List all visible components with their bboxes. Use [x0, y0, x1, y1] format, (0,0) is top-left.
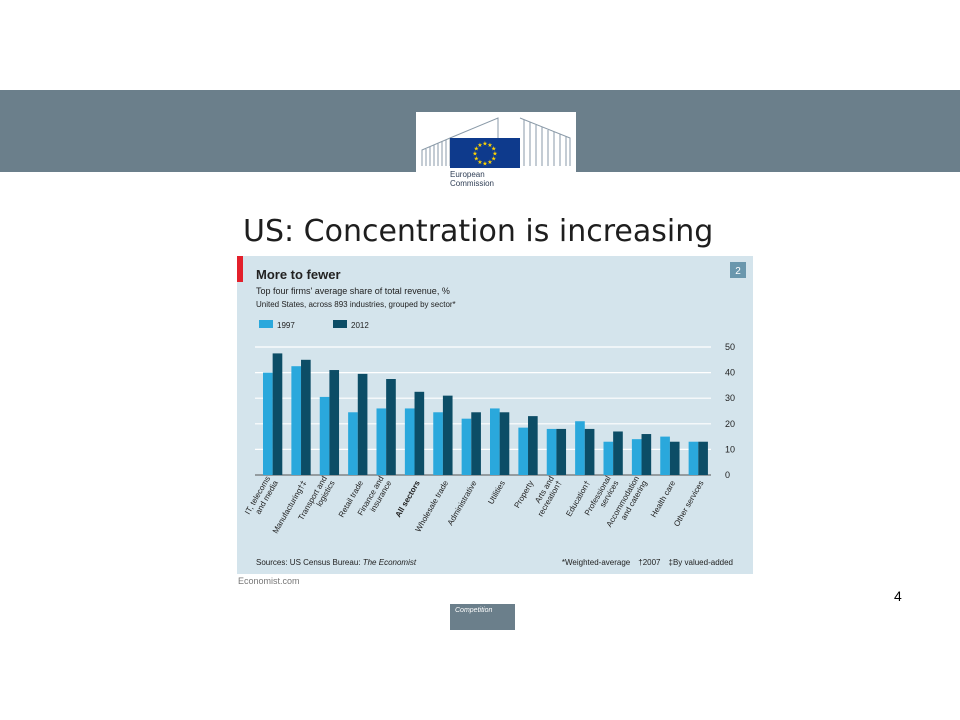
y-tick-label: 40 — [725, 368, 735, 378]
image-credit: Economist.com — [238, 576, 300, 586]
logo-line-1: European — [450, 170, 485, 179]
eu-star-icon: ★ — [491, 146, 496, 153]
legend-swatch-1997 — [259, 320, 273, 328]
bar-2012 — [698, 441, 708, 475]
page-number: 4 — [894, 588, 902, 604]
bar-1997 — [631, 439, 642, 475]
x-tick-label-line: Health care — [649, 479, 678, 519]
eu-star-icon: ★ — [492, 151, 497, 158]
bar-2012 — [442, 395, 453, 475]
bar-1997 — [348, 412, 358, 475]
x-tick-label-line: Administrative — [446, 479, 479, 527]
bar-2012 — [613, 431, 623, 475]
bar-2012 — [301, 359, 311, 475]
bar-2012 — [499, 412, 510, 475]
berlaymont-building-icon: ★★★★★★★★★ ★ ★★ — [421, 117, 571, 168]
bar-1997 — [546, 428, 557, 475]
logo-text: European Commission — [450, 170, 494, 188]
eu-star-icon: ★ — [477, 159, 482, 166]
footnote-weighted: *Weighted-average — [562, 558, 631, 567]
bar-2012 — [556, 428, 567, 475]
footnote-2007: †2007 — [638, 558, 661, 567]
chart-figure: More to fewer Top four firms' average sh… — [237, 256, 753, 574]
footnotes: *Weighted-average †2007 ‡By valued-added — [562, 558, 733, 567]
eu-star-icon: ★ — [482, 161, 487, 168]
bar-1997 — [291, 366, 302, 475]
x-tick-label: Property — [512, 479, 535, 510]
x-tick-label: Health care — [649, 479, 678, 519]
bar-2012 — [669, 441, 680, 475]
eu-flag-icon — [450, 138, 520, 168]
chart-title: More to fewer — [256, 267, 341, 282]
x-tick-label-line: Other services — [672, 479, 706, 528]
accent-bar — [237, 256, 243, 282]
bar-1997 — [319, 396, 330, 475]
y-tick-label: 10 — [725, 444, 735, 454]
legend-label-1997: 1997 — [277, 321, 295, 330]
x-tick-label-line: Utilities — [486, 479, 507, 506]
eu-star-icon: ★ — [482, 141, 487, 148]
x-tick-label: Utilities — [486, 479, 507, 506]
bar-2012 — [414, 391, 425, 475]
figure-number-badge — [730, 262, 746, 278]
bar-chart: More to fewer Top four firms' average sh… — [237, 256, 746, 567]
eu-star-icon: ★ — [474, 146, 479, 153]
bar-1997 — [603, 441, 614, 475]
legend-label-2012: 2012 — [351, 321, 369, 330]
bar-1997 — [404, 408, 415, 475]
bar-2012 — [471, 412, 481, 475]
bar-1997 — [575, 421, 585, 475]
european-commission-logo: ★ ★ ★ ★ ★ ★ ★ ★ ★ ★ ★ ★ European Commission — [416, 112, 576, 200]
bar-2012 — [528, 416, 538, 475]
eu-star-icon: ★ — [491, 156, 496, 163]
y-tick-label: 50 — [725, 342, 735, 352]
chart-subsubtitle: United States, across 893 industries, gr… — [256, 300, 456, 309]
y-tick-label: 20 — [725, 419, 735, 429]
sources-publisher: The Economist — [363, 558, 417, 567]
legend-swatch-2012 — [333, 320, 347, 328]
bar-2012 — [641, 434, 652, 475]
eu-star-icon: ★ — [487, 142, 492, 149]
bar-1997 — [433, 412, 443, 475]
figure-number: 2 — [735, 266, 741, 277]
logo-line-2: Commission — [450, 179, 495, 188]
y-tick-label: 30 — [725, 393, 735, 403]
bar-2012 — [272, 353, 283, 475]
x-tick-label: Other services — [672, 479, 706, 528]
chart-subtitle: Top four firms' average share of total r… — [256, 286, 450, 296]
bar-1997 — [688, 441, 699, 475]
eu-star-icon: ★ — [472, 151, 477, 158]
bar-1997 — [660, 436, 670, 475]
bar-1997 — [490, 408, 500, 475]
bar-2012 — [584, 428, 595, 475]
footnote-valued-added: ‡By valued-added — [669, 558, 734, 567]
bar-1997 — [376, 408, 387, 475]
y-tick-label: 0 — [725, 470, 730, 480]
eu-star-icon: ★ — [474, 156, 479, 163]
x-tick-label-line: Property — [512, 479, 535, 510]
bar-1997 — [518, 427, 529, 475]
slide-title: US: Concentration is increasing — [243, 214, 714, 249]
sources-prefix: Sources: US Census Bureau: — [256, 558, 363, 567]
footer-label: Competition — [455, 607, 493, 614]
x-tick-label-line: All sectors — [394, 479, 423, 519]
x-tick-label: Administrative — [446, 479, 479, 527]
footer-label-box: Competition — [450, 604, 515, 630]
eu-star-icon: ★ — [477, 142, 482, 149]
eu-star-icon: ★ — [487, 159, 492, 166]
bar-1997 — [461, 418, 472, 475]
bar-2012 — [357, 373, 368, 475]
bar-1997 — [263, 372, 273, 475]
sources-note: Sources: US Census Bureau: The Economist — [256, 558, 417, 567]
bar-2012 — [386, 379, 396, 475]
x-tick-label: All sectors — [394, 479, 423, 519]
bar-2012 — [329, 370, 340, 475]
